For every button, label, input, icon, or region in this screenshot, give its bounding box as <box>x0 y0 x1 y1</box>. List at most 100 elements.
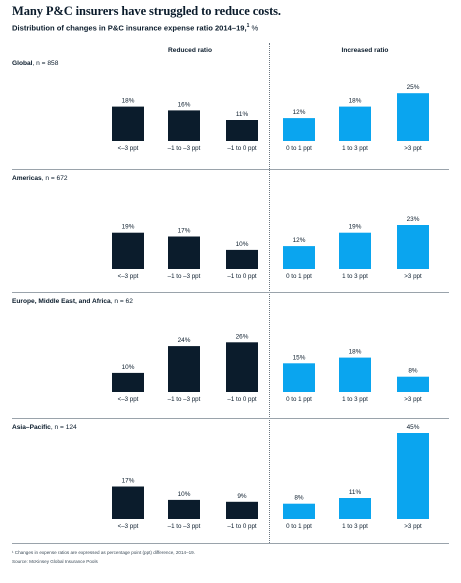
category-tick-label: >3 ppt <box>404 396 422 403</box>
bar-value-label: 45% <box>407 424 420 431</box>
bar-value-label: 10% <box>236 241 249 248</box>
footnote-note: ¹ Changes in expense ratios are expresse… <box>12 550 196 555</box>
panel-separator <box>12 292 449 293</box>
bar-value-label: 26% <box>236 333 249 340</box>
category-tick-label: –1 to 0 ppt <box>227 396 257 403</box>
category-tick-label: <–3 ppt <box>118 523 139 530</box>
bar-value-label: 10% <box>122 364 135 371</box>
panel-label-2: Europe, Middle East, and Africa, n = 62 <box>12 298 133 305</box>
panel-bars-3: 17% <–3 ppt 10% –1 to –3 ppt 9% –1 to 0 ppt 8%… <box>112 424 429 530</box>
panel-sample-size: , n = 858 <box>32 60 59 67</box>
panel-label-3: Asia–Pacific, n = 124 <box>12 424 77 431</box>
category-tick-label: 0 to 1 ppt <box>286 396 312 403</box>
increased-ratio-header: Increased ratio <box>341 47 389 54</box>
bar <box>168 346 200 392</box>
bar-value-label: 17% <box>122 478 135 485</box>
bar <box>112 372 144 392</box>
category-tick-label: >3 ppt <box>404 273 422 280</box>
bar <box>339 232 371 269</box>
bar <box>339 498 371 519</box>
category-tick-label: 0 to 1 ppt <box>286 273 312 280</box>
bar-value-label: 24% <box>178 337 191 344</box>
bar <box>168 499 200 519</box>
bar-value-label: 15% <box>293 354 306 361</box>
category-tick-label: <–3 ppt <box>118 145 139 152</box>
category-tick-label: –1 to 0 ppt <box>227 145 257 152</box>
panel-region-name: Europe, Middle East, and Africa <box>12 298 111 305</box>
category-tick-label: <–3 ppt <box>118 273 139 280</box>
bar-value-label: 16% <box>178 101 191 108</box>
bar <box>226 249 258 269</box>
category-tick-label: 1 to 3 ppt <box>342 145 368 152</box>
bar-value-label: 11% <box>236 111 249 118</box>
panel-region-name: Global <box>12 60 33 67</box>
bar-value-label: 12% <box>293 109 306 116</box>
bar-value-label: 10% <box>178 491 191 498</box>
bar-value-label: 8% <box>408 368 418 375</box>
bar <box>112 486 144 519</box>
bar <box>112 106 144 141</box>
bar <box>283 118 315 141</box>
bar <box>397 225 429 269</box>
category-tick-label: –1 to –3 ppt <box>168 523 201 530</box>
category-tick-label: –1 to 0 ppt <box>227 273 257 280</box>
bar-value-label: 8% <box>294 495 304 502</box>
category-tick-label: 0 to 1 ppt <box>286 523 312 530</box>
bar <box>168 236 200 269</box>
bar-value-label: 19% <box>122 224 135 231</box>
category-tick-label: >3 ppt <box>404 145 422 152</box>
category-tick-label: –1 to –3 ppt <box>168 396 201 403</box>
subtitle-footnote-marker: 1 <box>246 23 250 29</box>
bar <box>397 433 429 519</box>
bar-value-label: 18% <box>349 349 362 356</box>
bar <box>339 106 371 141</box>
category-tick-label: >3 ppt <box>404 523 422 530</box>
panel-region-name: Asia–Pacific <box>12 424 51 431</box>
panel-label-1: Americas, n = 672 <box>12 175 68 182</box>
bar <box>283 503 315 519</box>
chart-title: Many P&C insurers have struggled to redu… <box>12 4 281 18</box>
panel-separator <box>12 169 449 170</box>
chart-subtitle: Distribution of changes in P&C insurance… <box>12 23 258 33</box>
bar <box>397 376 429 392</box>
footnote-source: Source: McKinsey Global Insurance Pools <box>12 559 98 564</box>
panel-sample-size: , n = 672 <box>41 175 68 182</box>
category-tick-label: 0 to 1 ppt <box>286 145 312 152</box>
panel-bars-1: 19% <–3 ppt 17% –1 to –3 ppt 10% –1 to 0 ppt 1… <box>112 216 429 280</box>
bar-value-label: 19% <box>349 224 362 231</box>
category-tick-label: <–3 ppt <box>118 396 139 403</box>
bar <box>226 342 258 392</box>
bar-value-label: 9% <box>237 493 247 500</box>
category-tick-label: –1 to –3 ppt <box>168 145 201 152</box>
category-tick-label: 1 to 3 ppt <box>342 396 368 403</box>
footer-separator <box>12 543 449 544</box>
bar-value-label: 23% <box>407 216 420 223</box>
category-tick-label: –1 to –3 ppt <box>168 273 201 280</box>
bar-value-label: 17% <box>178 228 191 235</box>
bar <box>226 120 258 141</box>
bar-value-label: 18% <box>122 98 135 105</box>
bar <box>283 363 315 392</box>
subtitle-unit: % <box>249 23 259 33</box>
panel-bars-0: 18% <–3 ppt 16% –1 to –3 ppt 11% –1 to 0 ppt 1… <box>112 84 429 152</box>
reduced-ratio-header: Reduced ratio <box>168 47 212 54</box>
bar <box>226 501 258 519</box>
group-divider <box>269 43 270 543</box>
subtitle-text: Distribution of changes in P&C insurance… <box>12 23 247 33</box>
bar-value-label: 25% <box>407 84 420 91</box>
bar-value-label: 18% <box>349 98 362 105</box>
panel-label-0: Global, n = 858 <box>12 60 58 67</box>
bar <box>339 357 371 392</box>
category-tick-label: 1 to 3 ppt <box>342 273 368 280</box>
bar <box>397 93 429 141</box>
panel-separator <box>12 418 449 419</box>
bar <box>283 246 315 269</box>
panel-sample-size: , n = 62 <box>110 298 133 305</box>
panel-region-name: Americas <box>12 175 42 182</box>
panel-sample-size: , n = 124 <box>50 424 77 431</box>
category-tick-label: 1 to 3 ppt <box>342 523 368 530</box>
bar <box>168 110 200 141</box>
bar <box>112 232 144 269</box>
bar-value-label: 12% <box>293 237 306 244</box>
